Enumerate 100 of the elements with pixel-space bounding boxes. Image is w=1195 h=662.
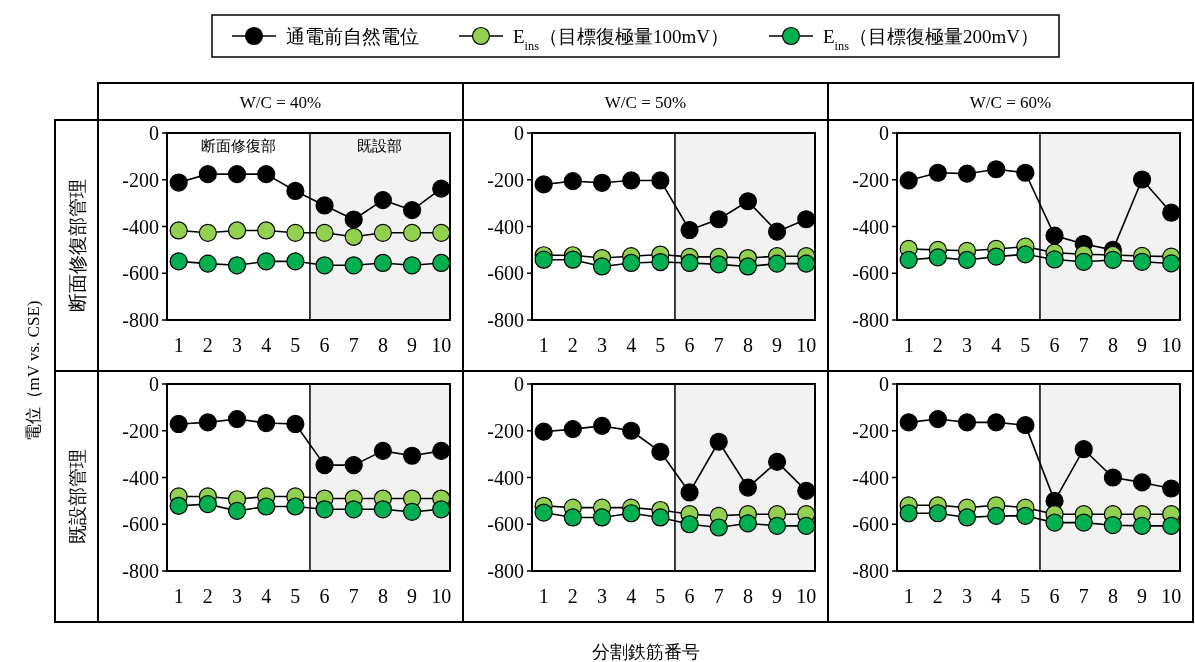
point [257,221,276,240]
point [709,255,728,274]
point [286,497,305,516]
point [432,223,451,242]
point [1016,416,1035,435]
x-tick-label: 2 [567,334,578,356]
point [1016,506,1035,525]
point [344,456,363,475]
point [373,500,392,519]
point [432,253,451,273]
point [680,220,699,240]
x-tick-label: 2 [932,585,943,607]
y-tick-label: -800 [852,309,889,331]
y-tick-label: -200 [487,419,524,442]
x-tick-label: 2 [932,334,943,356]
point [402,201,422,220]
point [227,256,247,275]
y-tick-label: -400 [487,215,524,238]
x-tick-label: 5 [1020,334,1031,356]
point [928,248,947,267]
x-tick-label: 9 [772,334,783,356]
point [1162,479,1181,498]
y-tick-label: -800 [852,560,889,582]
point [1074,440,1093,459]
point [534,503,553,522]
point [315,256,334,275]
y-tick-label: 0 [879,122,889,144]
point [767,516,787,535]
x-tick-label: 10 [796,585,817,607]
point [257,497,276,516]
point [373,253,392,273]
y-tick-label: -200 [122,419,159,442]
x-tick-label: 7 [348,334,359,356]
point [899,413,918,432]
point [402,502,422,521]
x-tick-label: 1 [173,334,184,356]
point [1045,250,1064,269]
annotation: 断面修復部 [200,138,276,154]
x-tick-label: 3 [232,585,243,607]
x-tick-label: 10 [1161,334,1182,356]
point [797,210,816,229]
point [622,171,641,190]
x-tick-label: 4 [626,334,637,356]
legend-label: 通電前自然電位 [285,26,419,47]
y-tick-label: -200 [852,419,889,442]
x-tick-label: 9 [772,585,783,607]
y-tick-label: 0 [149,373,159,395]
point [315,196,334,215]
point [344,500,363,519]
x-tick-label: 4 [991,334,1002,356]
point [169,173,188,192]
point [315,456,334,475]
point [709,210,728,229]
point [680,253,699,273]
y-tick-label: -200 [487,168,524,191]
point [709,432,728,451]
x-tick-label: 6 [319,585,330,607]
point [534,250,553,269]
point [1132,170,1152,189]
x-tick-label: 6 [319,334,330,356]
point [286,414,305,434]
point [797,254,816,273]
y-tick-label: -600 [852,513,889,536]
point [402,446,422,465]
point [957,250,977,270]
point [344,227,363,246]
point [987,413,1006,432]
point [402,256,422,275]
point [563,508,582,527]
x-tick-label: 1 [538,334,549,356]
point [1103,250,1122,270]
point [1016,163,1035,182]
point [738,514,757,533]
x-tick-label: 6 [1049,585,1060,607]
point [227,501,247,521]
point [1074,513,1093,532]
x-tick-label: 8 [377,334,388,356]
x-tick-label: 5 [290,585,301,607]
x-tick-label: 7 [1078,585,1089,607]
point [1103,468,1122,487]
y-tick-label: -400 [487,466,524,489]
y-tick-label: -600 [487,513,524,536]
point [198,223,217,242]
point [651,171,670,190]
x-tick-label: 7 [713,585,724,607]
x-tick-label: 1 [903,585,914,607]
x-tick-label: 5 [1020,585,1031,607]
text: 電位（mV vs. CSE) [24,300,43,442]
y-axis-title: 断面修復部管理 [66,179,88,312]
y-tick-label: -400 [122,215,159,238]
x-tick-label: 4 [261,585,272,607]
y-axis-title: 既設部管理 [66,449,88,544]
point [257,165,276,184]
point [957,508,977,527]
point [957,164,977,183]
point [680,483,699,502]
point [797,516,816,535]
point [286,181,305,201]
x-axis-title: 分割鉄筋番号 [591,642,700,662]
band-label: 既設部 [357,138,403,154]
